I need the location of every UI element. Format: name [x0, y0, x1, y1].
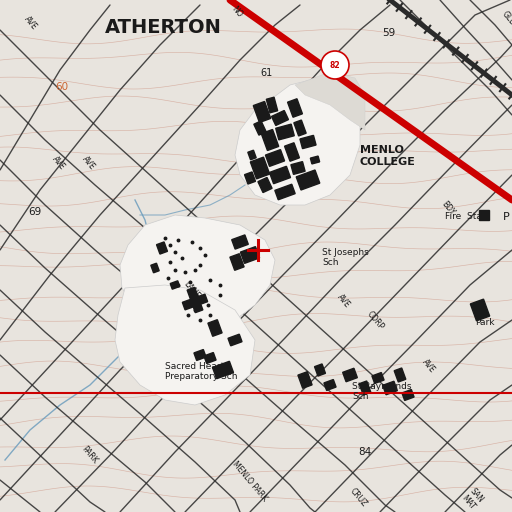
Polygon shape — [324, 379, 336, 391]
Text: Sacred Heart
Preparatory Sch: Sacred Heart Preparatory Sch — [165, 362, 238, 381]
Polygon shape — [266, 97, 278, 113]
Polygon shape — [248, 150, 256, 160]
Polygon shape — [115, 285, 255, 405]
Text: SAN
MAT: SAN MAT — [460, 487, 485, 511]
Text: MENLO PARK: MENLO PARK — [230, 460, 268, 503]
Polygon shape — [157, 242, 167, 254]
Polygon shape — [232, 235, 248, 249]
Polygon shape — [296, 170, 320, 190]
Polygon shape — [265, 150, 285, 166]
Polygon shape — [269, 166, 290, 184]
Polygon shape — [471, 299, 489, 321]
Polygon shape — [151, 263, 159, 273]
Polygon shape — [394, 368, 406, 382]
Circle shape — [321, 51, 349, 79]
Polygon shape — [261, 130, 279, 151]
Text: 60: 60 — [55, 82, 68, 92]
Polygon shape — [235, 80, 360, 205]
Polygon shape — [250, 157, 270, 179]
Polygon shape — [382, 381, 397, 395]
Polygon shape — [359, 381, 371, 395]
Text: MENLO
COLLEGE: MENLO COLLEGE — [360, 145, 416, 166]
Polygon shape — [300, 135, 316, 148]
Polygon shape — [212, 361, 233, 379]
Polygon shape — [254, 121, 266, 135]
Text: PARK: PARK — [80, 445, 100, 466]
Polygon shape — [230, 254, 244, 270]
Polygon shape — [310, 156, 319, 164]
Polygon shape — [295, 72, 365, 130]
Polygon shape — [245, 172, 255, 184]
Polygon shape — [275, 184, 295, 200]
Polygon shape — [288, 99, 303, 117]
Text: AVE: AVE — [80, 155, 96, 172]
Polygon shape — [298, 372, 312, 388]
Text: 84: 84 — [358, 447, 371, 457]
Polygon shape — [285, 143, 300, 161]
Polygon shape — [187, 287, 203, 313]
Text: Fire  Sta.: Fire Sta. — [445, 212, 485, 221]
Polygon shape — [271, 111, 288, 125]
Polygon shape — [204, 353, 216, 364]
Text: AVE: AVE — [335, 293, 351, 310]
Text: BDY: BDY — [440, 200, 457, 218]
Polygon shape — [276, 124, 294, 140]
Polygon shape — [343, 368, 357, 382]
Polygon shape — [241, 247, 260, 263]
Text: AVE: AVE — [50, 155, 67, 172]
Polygon shape — [372, 373, 384, 383]
Polygon shape — [258, 178, 272, 193]
Polygon shape — [314, 364, 326, 376]
Polygon shape — [194, 350, 206, 360]
Polygon shape — [170, 281, 180, 289]
Polygon shape — [228, 334, 242, 346]
Text: 61: 61 — [260, 68, 272, 78]
Polygon shape — [291, 162, 305, 175]
Polygon shape — [120, 215, 275, 332]
Text: St Josephs
Sch: St Josephs Sch — [322, 248, 369, 267]
Text: CORP: CORP — [365, 310, 386, 332]
Text: 82: 82 — [330, 60, 340, 70]
Polygon shape — [182, 294, 208, 310]
Text: Park: Park — [475, 318, 495, 327]
Text: P: P — [503, 212, 510, 222]
Polygon shape — [402, 390, 414, 400]
Text: 59: 59 — [382, 28, 395, 38]
Text: AVE: AVE — [22, 15, 38, 32]
Text: AVE: AVE — [420, 358, 436, 375]
Text: GLENW: GLENW — [500, 10, 512, 37]
Polygon shape — [253, 101, 271, 122]
Text: ATHERTON: ATHERTON — [105, 18, 222, 37]
Polygon shape — [208, 319, 222, 336]
Text: NO: NO — [230, 5, 244, 19]
Polygon shape — [479, 210, 489, 220]
Text: CRUZ: CRUZ — [348, 487, 369, 509]
Polygon shape — [294, 120, 306, 136]
Text: LANE: LANE — [182, 280, 202, 301]
Text: St Raymonds
Sch: St Raymonds Sch — [352, 382, 412, 401]
Text: 69: 69 — [28, 207, 41, 217]
